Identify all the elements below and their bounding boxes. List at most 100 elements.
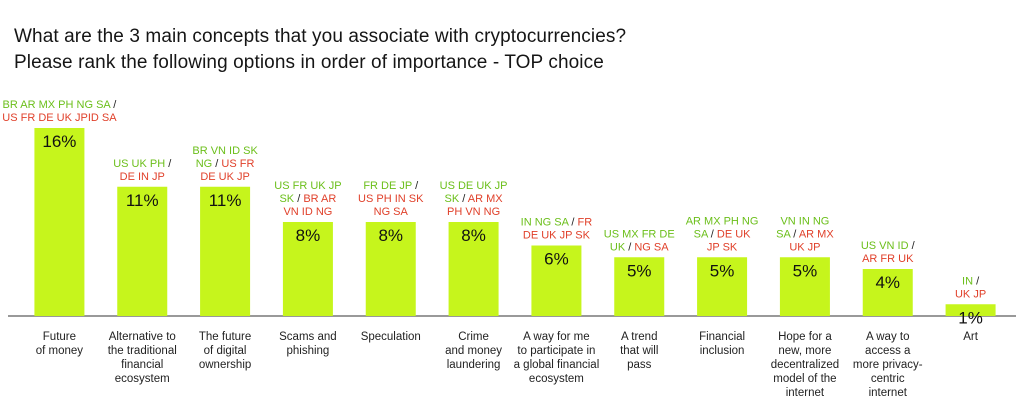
country-label-segment: AR FR UK <box>862 253 914 265</box>
country-label-segment: / <box>459 193 468 205</box>
category-label: a global financial <box>514 359 600 371</box>
country-label: IN / <box>962 275 980 287</box>
country-label: UK JP <box>955 288 986 300</box>
bar <box>365 222 416 316</box>
chart-title-line-1: What are the 3 main concepts that you as… <box>14 26 627 47</box>
country-label: SA / AR MX <box>776 228 834 240</box>
bar-group: 4% US VN ID /AR FR UK A way to access a more… <box>853 240 923 399</box>
country-label: AR MX PH NG <box>686 215 759 227</box>
category-label: Future <box>43 331 76 343</box>
country-label: US PH IN SK <box>358 193 424 205</box>
country-label-segment: UK JP <box>955 288 986 300</box>
country-label-segment: SK <box>445 193 460 205</box>
country-label-segment: IN <box>962 275 973 287</box>
country-label: NG SA <box>374 206 409 218</box>
category-label: A trend <box>621 331 657 343</box>
country-label: JP SK <box>707 241 738 253</box>
country-label-segment: / <box>973 275 980 287</box>
country-label-segment: / <box>909 240 916 252</box>
bar-value-label: 8% <box>461 226 486 245</box>
country-label-segment: UK JP <box>789 241 820 253</box>
category-label: financial <box>121 359 163 371</box>
country-label: DE UK JP SK <box>523 230 591 242</box>
country-label-segment: / <box>708 228 717 240</box>
category-label: that will <box>620 345 658 357</box>
bar-group: 16% BR AR MX PH NG SA /US FR DE UK JPID S… <box>2 99 117 357</box>
country-label: FR DE JP / <box>363 180 419 192</box>
country-label-segment: BR AR MX PH NG SA <box>3 99 112 111</box>
country-label-segment: SA <box>694 228 709 240</box>
bar <box>779 257 830 316</box>
category-label: A way for me <box>523 331 589 343</box>
category-label: internet <box>869 387 908 399</box>
category-label: Scams and <box>279 331 337 343</box>
country-label-segment: NG SA <box>374 206 409 218</box>
country-label-segment: US UK PH <box>113 158 165 170</box>
country-label-segment: / <box>412 180 419 192</box>
bar-value-label: 6% <box>544 250 569 269</box>
country-label-segment: / <box>790 228 799 240</box>
country-label: BR AR MX PH NG SA / <box>3 99 118 111</box>
country-label-segment: FR <box>578 217 593 229</box>
bar-value-label: 8% <box>296 226 321 245</box>
country-label-segment: US FR DE UK JPID SA <box>2 112 117 124</box>
country-label-segment: / <box>625 241 634 253</box>
bar <box>697 257 748 316</box>
category-label: A way to <box>866 331 909 343</box>
country-label-segment: IN NG SA <box>521 217 570 229</box>
country-label: US UK PH / <box>113 158 172 170</box>
bar-value-label: 16% <box>42 132 76 151</box>
bar <box>448 222 499 316</box>
category-label: Speculation <box>361 331 421 343</box>
country-label-segment: AR MX <box>799 228 835 240</box>
country-label-segment: BR AR <box>303 193 336 205</box>
category-label: of digital <box>204 345 247 357</box>
category-label: Crime <box>458 331 489 343</box>
category-label: Financial <box>699 331 745 343</box>
country-label-segment: NG <box>196 158 213 170</box>
category-label: Art <box>963 331 979 343</box>
category-label: and money <box>445 345 502 357</box>
country-label-segment: JP SK <box>707 241 738 253</box>
country-label-segment: / <box>294 193 303 205</box>
country-label-segment: / <box>568 217 577 229</box>
bar-group: 11% US UK PH /DE IN JP Alternative to the t… <box>108 158 177 385</box>
country-label-segment: AR MX PH NG <box>686 215 759 227</box>
bar-value-label: 11% <box>209 191 242 210</box>
category-label: Alternative to <box>109 331 176 343</box>
country-label-segment: US FR UK JP <box>274 180 341 192</box>
country-label: US FR DE UK JPID SA <box>2 112 117 124</box>
country-label-segment: DE IN JP <box>120 171 165 183</box>
country-label: VN IN NG <box>780 215 829 227</box>
bar <box>945 304 996 316</box>
bar-group: 1% IN /UK JP Art <box>945 275 996 343</box>
country-label-segment: DE UK JP <box>200 171 250 183</box>
country-label: SA / DE UK <box>694 228 752 240</box>
category-label: of money <box>36 345 84 357</box>
chart-title-line-2: Please rank the following options in ord… <box>14 52 604 73</box>
country-label-segment: PH VN NG <box>447 206 500 218</box>
category-label: pass <box>627 359 652 371</box>
category-label: to participate in <box>517 345 595 357</box>
category-label: ecosystem <box>529 373 584 385</box>
country-label: US DE UK JP <box>440 180 508 192</box>
country-label: US MX FR DE <box>604 228 675 240</box>
country-label-segment: DE UK JP SK <box>523 230 591 242</box>
country-label-segment: VN IN NG <box>780 215 829 227</box>
country-label-segment: / <box>212 158 221 170</box>
country-label-segment: FR DE JP <box>363 180 412 192</box>
country-label-segment: SA <box>776 228 791 240</box>
country-label: UK / NG SA <box>610 241 669 253</box>
country-label: US FR UK JP <box>274 180 341 192</box>
bar <box>862 269 913 316</box>
bar-value-label: 5% <box>710 261 735 280</box>
country-label: AR FR UK <box>862 253 914 265</box>
category-label: ownership <box>199 359 251 371</box>
